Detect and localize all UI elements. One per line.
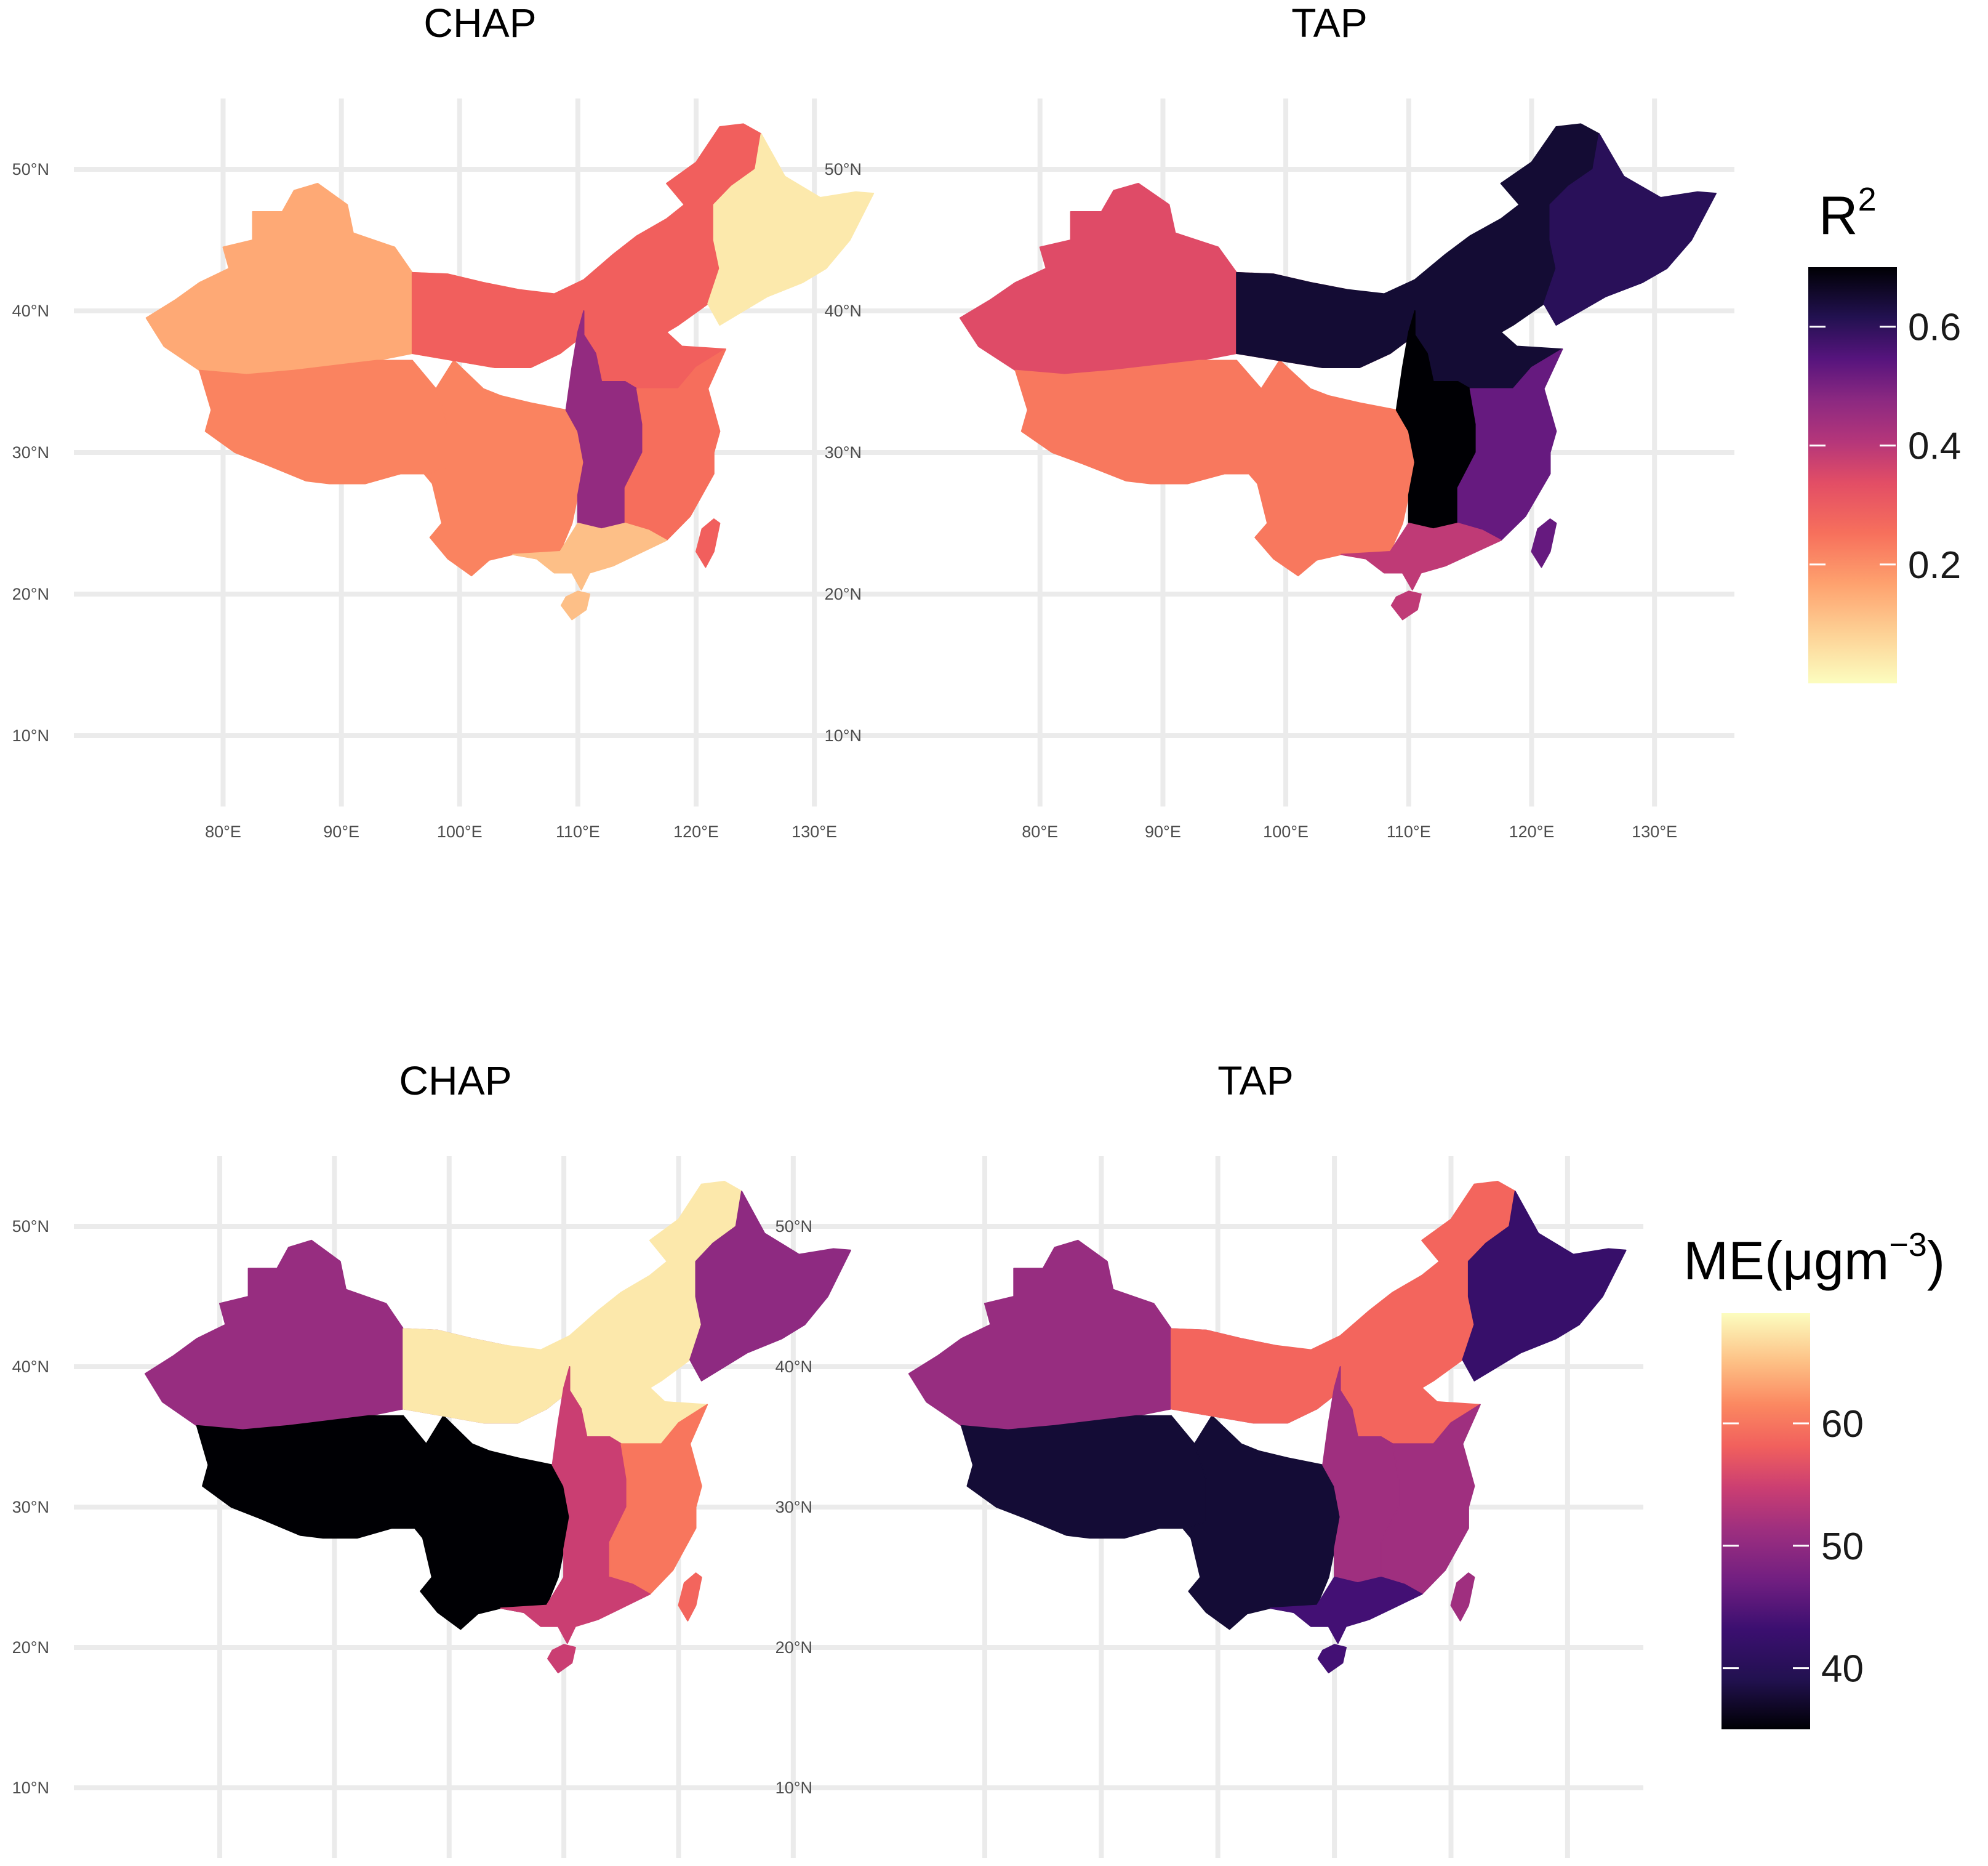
legend-ticks-r2: 0.6 0.4 0.2 bbox=[1810, 307, 1961, 587]
y-tick-label: 30°N bbox=[825, 443, 862, 462]
region-taiwan bbox=[695, 518, 721, 568]
x-tick-label: 120°E bbox=[673, 822, 719, 841]
y-tick-label: 10°N bbox=[776, 1779, 812, 1797]
y-tick-label: 20°N bbox=[12, 585, 49, 603]
legend-title-superscript: 2 bbox=[1858, 181, 1877, 218]
map-panel-tap-r2: TAP 80°E 90°E 100°E 110°E 120°E 130°E 10°N 20°N… bbox=[825, 0, 1734, 841]
y-tick-label: 20°N bbox=[776, 1638, 812, 1657]
region-tibet bbox=[961, 1415, 1207, 1550]
legend-r2: R2 0.6 0.4 0.2 bbox=[1808, 181, 1961, 683]
legend-tick-label: 50 bbox=[1821, 1526, 1864, 1568]
region-taiwan bbox=[1450, 1572, 1475, 1622]
y-tick-label: 20°N bbox=[12, 1638, 49, 1657]
y-tick-label: 30°N bbox=[12, 443, 49, 462]
y-tick-label: 50°N bbox=[12, 1217, 49, 1236]
map-panel-tap-me: TAP 80°E90°E100°E110°E120°E130°E10°N20°N… bbox=[776, 1058, 1643, 1858]
region-east bbox=[1380, 1404, 1481, 1595]
region-south bbox=[512, 523, 667, 591]
y-tick-label: 10°N bbox=[12, 1779, 49, 1797]
legend-tick-label: 0.4 bbox=[1908, 425, 1961, 468]
region-south bbox=[1269, 1577, 1423, 1644]
region-northeast-east bbox=[689, 1191, 851, 1381]
region-east bbox=[1457, 348, 1563, 541]
y-tick-label: 40°N bbox=[825, 302, 862, 320]
china-regions bbox=[959, 123, 1717, 621]
legend-me: ME(μgm−3) 60 50 40 bbox=[1683, 1226, 1945, 1729]
legend-tick-label: 40 bbox=[1821, 1648, 1864, 1691]
region-northeast-east bbox=[1462, 1191, 1627, 1381]
legend-tick-label: 0.6 bbox=[1908, 307, 1961, 349]
region-south bbox=[500, 1577, 651, 1644]
region-hainan bbox=[1317, 1644, 1347, 1673]
region-southwest bbox=[420, 1415, 571, 1630]
x-tick-label: 90°E bbox=[1145, 822, 1181, 841]
legend-tick-label: 0.2 bbox=[1908, 544, 1961, 587]
panel-title: TAP bbox=[1291, 0, 1367, 46]
y-tick-label: 30°N bbox=[776, 1498, 812, 1516]
region-hainan bbox=[1390, 590, 1422, 621]
region-northeast-east bbox=[707, 133, 875, 326]
x-tick-label: 90°E bbox=[323, 822, 359, 841]
x-tick-label: 120°E bbox=[1509, 822, 1555, 841]
y-tick-label: 30°N bbox=[12, 1498, 49, 1516]
region-hainan bbox=[547, 1644, 576, 1673]
region-south bbox=[1341, 523, 1502, 591]
panel-title: TAP bbox=[1217, 1058, 1293, 1103]
x-tick-label: 100°E bbox=[437, 822, 483, 841]
region-hainan bbox=[561, 590, 591, 621]
panel-title: CHAP bbox=[399, 1058, 511, 1103]
region-tibet bbox=[199, 360, 449, 496]
y-tick-label: 40°N bbox=[12, 1357, 49, 1376]
y-tick-label: 40°N bbox=[12, 302, 49, 320]
legend-colorbar-r2 bbox=[1808, 267, 1897, 683]
legend-title-r2: R2 bbox=[1819, 181, 1877, 246]
y-tick-label: 50°N bbox=[12, 160, 49, 179]
region-northeast-east bbox=[1543, 133, 1717, 326]
x-tick-label: 130°E bbox=[792, 822, 837, 841]
region-southwest bbox=[1188, 1415, 1341, 1630]
y-tick-label: 10°N bbox=[12, 726, 49, 745]
region-tibet bbox=[1014, 360, 1275, 496]
y-tick-label: 20°N bbox=[825, 585, 862, 603]
y-tick-label: 40°N bbox=[776, 1357, 812, 1376]
x-tick-label: 110°E bbox=[556, 822, 600, 841]
legend-title-me: ME(μgm−3) bbox=[1683, 1226, 1945, 1291]
china-regions bbox=[908, 1181, 1627, 1673]
region-southwest bbox=[1254, 360, 1416, 577]
region-southwest bbox=[429, 360, 585, 577]
legend-ticks-me: 60 50 40 bbox=[1723, 1403, 1864, 1691]
y-tick-label: 50°N bbox=[776, 1217, 812, 1236]
legend-tick-label: 60 bbox=[1821, 1403, 1864, 1446]
region-east bbox=[624, 348, 726, 541]
region-taiwan bbox=[1531, 518, 1557, 568]
x-tick-label: 100°E bbox=[1263, 822, 1309, 841]
x-tick-label: 80°E bbox=[1022, 822, 1058, 841]
region-tibet bbox=[196, 1415, 439, 1550]
x-tick-label: 130°E bbox=[1632, 822, 1677, 841]
legend-colorbar-me bbox=[1721, 1313, 1810, 1729]
y-tick-label: 50°N bbox=[825, 160, 862, 179]
x-tick-label: 80°E bbox=[205, 822, 241, 841]
legend-title-superscript: −3 bbox=[1889, 1226, 1927, 1263]
map-panel-chap-me: CHAP 80°E90°E100°E110°E120°E130°E10°N20°… bbox=[12, 1058, 868, 1858]
china-regions bbox=[145, 123, 875, 621]
china-regions bbox=[144, 1181, 851, 1673]
map-panel-chap-r2: CHAP 80°E 90°E 100°E 110°E 120°E 130°E 10°N 20°… bbox=[12, 0, 891, 841]
panel-title: CHAP bbox=[423, 0, 536, 46]
region-taiwan bbox=[678, 1572, 702, 1622]
region-east bbox=[609, 1404, 708, 1595]
y-tick-label: 10°N bbox=[825, 726, 862, 745]
x-tick-label: 110°E bbox=[1387, 822, 1431, 841]
